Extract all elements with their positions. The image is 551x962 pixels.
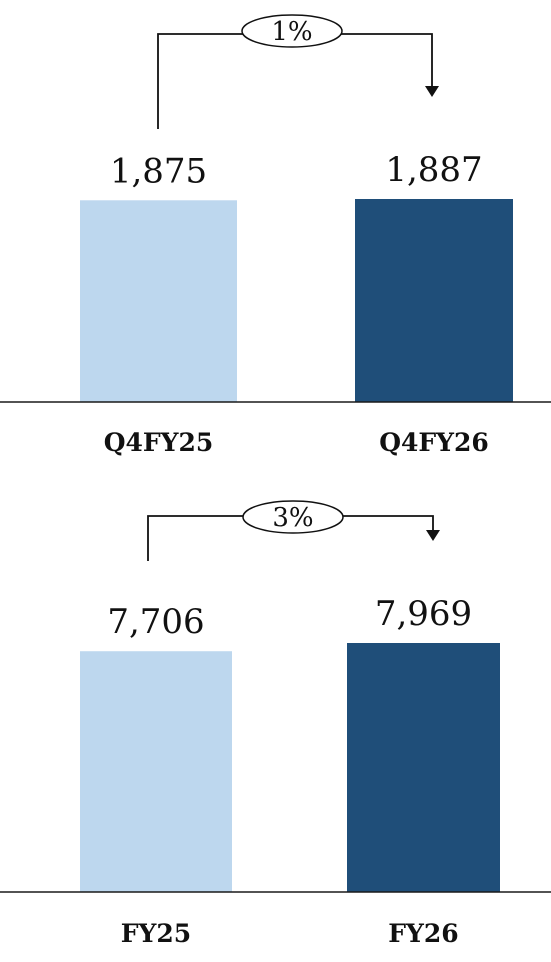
bar (80, 651, 232, 892)
bar (355, 199, 513, 402)
change-badge (242, 500, 344, 534)
change-percent-label: 1% (271, 17, 312, 47)
category-label: Q4FY25 (104, 428, 214, 457)
change-arrowhead (425, 86, 439, 97)
change-badge (241, 14, 343, 48)
data-label: 1,887 (385, 150, 482, 190)
bar (347, 643, 500, 892)
category-label: FY25 (121, 919, 191, 948)
change-percent-label: 3% (272, 503, 313, 533)
change-bracket (157, 33, 433, 129)
bar (80, 200, 237, 402)
category-label: Q4FY26 (379, 428, 489, 457)
data-label: 7,969 (375, 594, 472, 634)
change-arrowhead (426, 530, 440, 541)
data-label: 1,875 (110, 151, 207, 191)
category-label: FY26 (388, 919, 458, 948)
data-label: 7,706 (107, 602, 204, 642)
